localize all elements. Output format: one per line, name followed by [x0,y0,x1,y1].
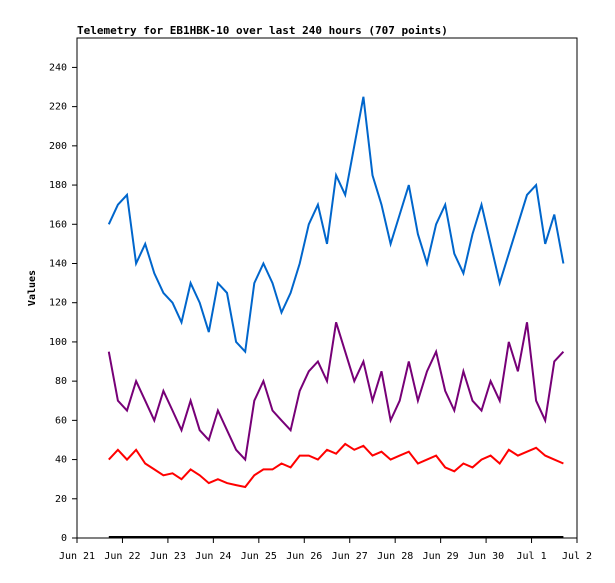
x-tick-label: Jun 28 [377,551,413,562]
y-tick-label: 40 [55,455,67,466]
y-tick-label: 140 [49,258,67,269]
chart-title: Telemetry for EB1HBK-10 over last 240 ho… [77,24,448,37]
x-tick-label: Jun 23 [150,551,186,562]
y-tick-label: 180 [49,180,67,191]
x-tick-label: Jun 27 [332,551,368,562]
y-tick-label: 100 [49,337,67,348]
x-tick-label: Jun 30 [468,551,504,562]
y-tick-label: 160 [49,219,67,230]
series-line [107,96,565,354]
x-tick-label: Jun 26 [286,551,322,562]
y-tick-label: 20 [55,494,67,505]
x-tick-label: Jul 1 [516,551,546,562]
series-line [108,442,564,489]
x-tick-label: Jul 2 [562,551,592,562]
x-tick-label: Jun 24 [195,551,231,562]
y-tick-label: 200 [49,141,67,152]
y-tick-label: 120 [49,298,67,309]
y-tick-label: 220 [49,102,67,113]
x-tick-label: Jun 29 [423,551,459,562]
y-tick-label: 60 [55,415,67,426]
y-tick-label: 0 [61,533,67,544]
x-tick-label: Jun 22 [104,551,140,562]
y-tick-label: 240 [49,62,67,73]
y-tick-label: 80 [55,376,67,387]
y-axis-label: Values [27,270,38,306]
plot-frame [76,37,578,539]
x-tick-label: Jun 21 [59,551,95,562]
series-line [107,322,565,462]
x-tick-label: Jun 25 [241,551,277,562]
